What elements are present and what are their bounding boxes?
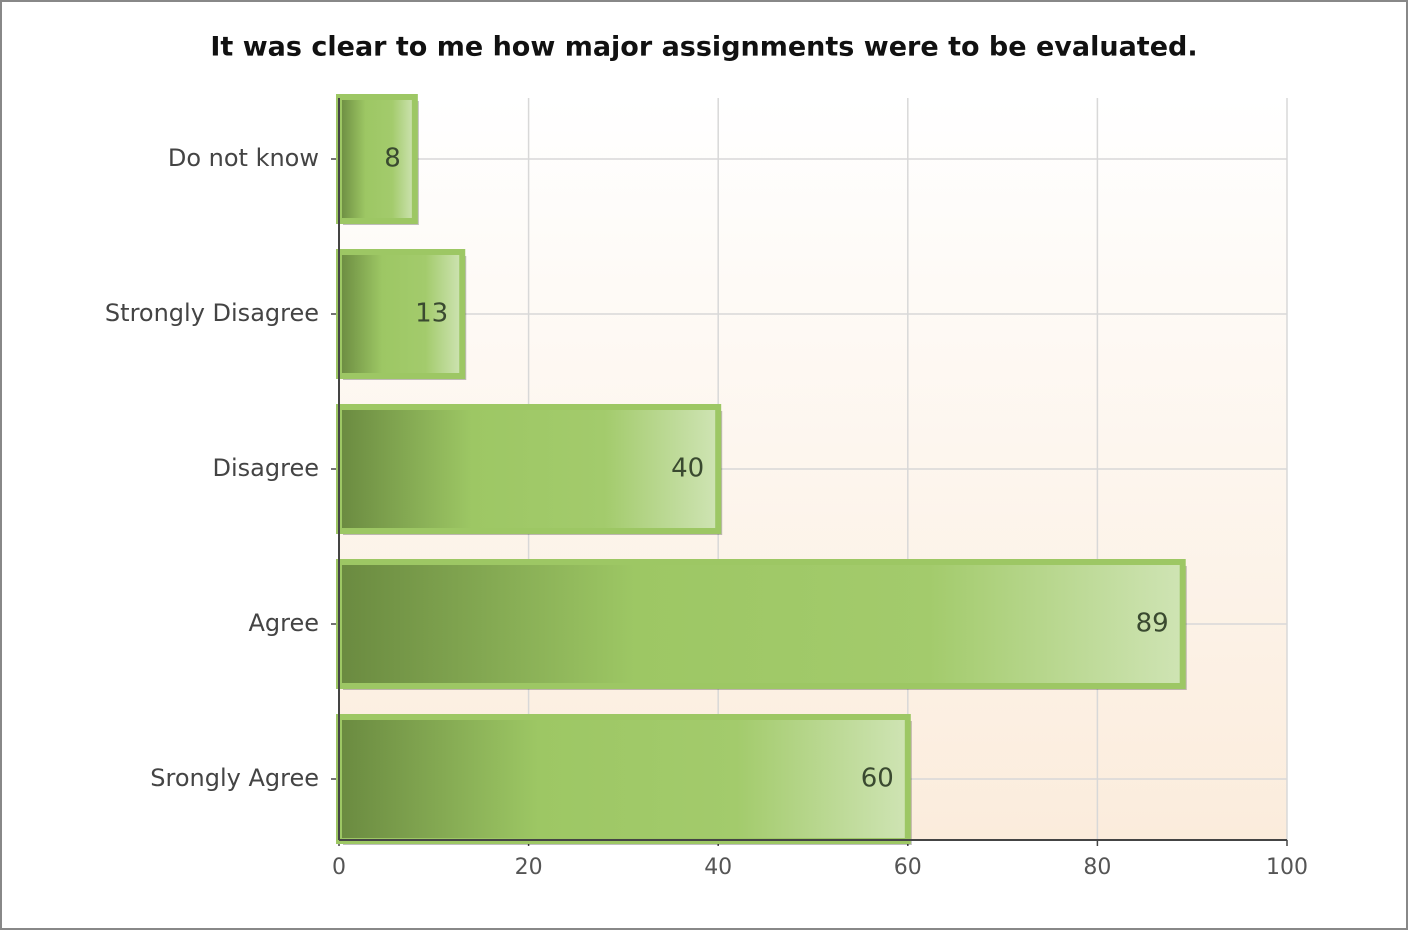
x-tick-label: 60 [894, 855, 922, 880]
x-tick-label: 0 [332, 855, 346, 880]
data-label: 40 [671, 454, 704, 484]
y-tick-label: Agree [248, 609, 319, 637]
x-tick-label: 40 [704, 855, 732, 880]
x-tick-label: 20 [515, 855, 543, 880]
bar [336, 94, 418, 224]
bar [336, 559, 1186, 689]
bar [336, 714, 911, 844]
chart-title: It was clear to me how major assignments… [210, 32, 1197, 63]
bar [336, 404, 722, 534]
data-label: 13 [415, 299, 448, 329]
y-tick-label: Srongly Agree [150, 764, 319, 792]
y-tick-label: Strongly Disagree [105, 299, 319, 327]
data-label: 8 [384, 144, 401, 174]
y-tick-label: Do not know [168, 144, 319, 172]
x-tick-label: 100 [1266, 855, 1308, 880]
data-label: 89 [1136, 609, 1169, 639]
x-tick-label: 80 [1083, 855, 1111, 880]
bar [336, 249, 466, 379]
data-label: 60 [861, 764, 894, 794]
y-tick-label: Disagree [213, 454, 319, 482]
